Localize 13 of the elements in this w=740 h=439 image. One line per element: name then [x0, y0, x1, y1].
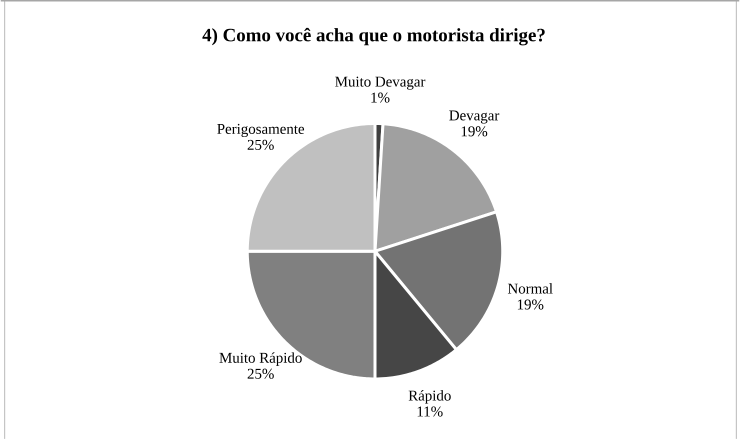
slice-label: Muito Rápido: [219, 352, 302, 366]
data-label: 11%: [418, 406, 443, 416]
data-label: 25%: [248, 368, 274, 379]
data-label: 19%: [518, 299, 544, 310]
slice-label: Rápido: [408, 390, 451, 404]
chart-title: 4) Como você acha que o motorista dirige?: [202, 28, 545, 46]
slice-label: Normal: [508, 283, 553, 294]
data-label: 25%: [248, 140, 274, 150]
slice-label: Muito Devagar: [335, 76, 426, 90]
slice-label: Devagar: [449, 110, 500, 124]
slice-label: Perigosamente: [217, 124, 304, 137]
data-label: 1%: [371, 92, 390, 103]
data-label: 19%: [462, 126, 488, 136]
